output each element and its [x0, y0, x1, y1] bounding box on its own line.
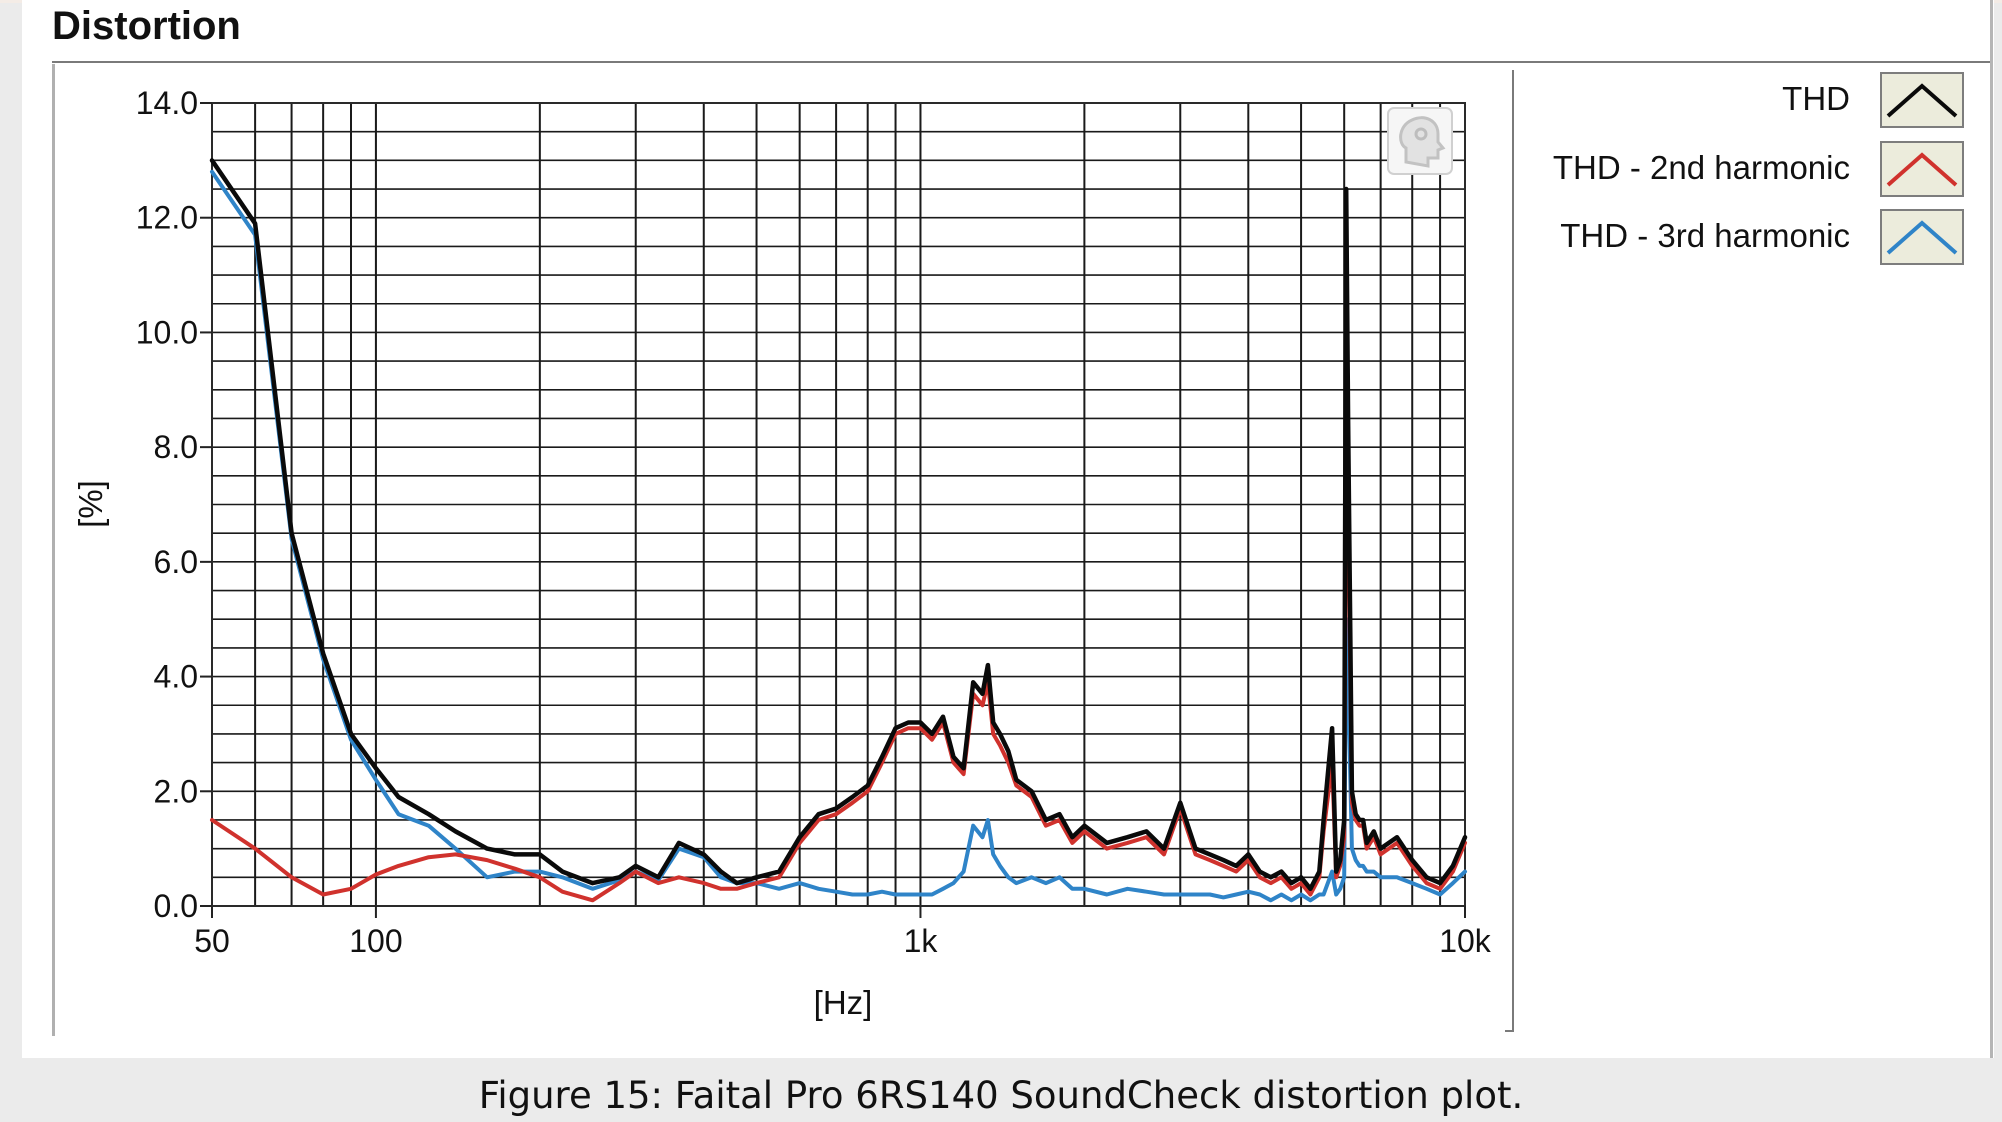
- distortion-chart: 0.0 2.0 4.0 6.0 8.0 10.0 12.0 14.0 50 100 1k 10k [H…: [72, 85, 1492, 1021]
- legend-separator-tick: [1505, 1030, 1514, 1032]
- legend-swatch-3rd-harmonic[interactable]: [1880, 209, 1964, 265]
- legend-label-2nd-harmonic: THD - 2nd harmonic: [1552, 149, 1850, 186]
- x-tick-label: 10k: [1439, 923, 1492, 959]
- line-glyph-icon: [1886, 152, 1958, 187]
- panel-frame-right: [1990, 0, 1993, 1058]
- y-tick-label: 10.0: [136, 314, 198, 350]
- y-tick-label: 6.0: [154, 544, 198, 580]
- legend-item-thd[interactable]: THD: [1530, 72, 1970, 132]
- series-line-thd: [209, 158, 1468, 892]
- y-tick-label: 2.0: [154, 773, 198, 809]
- y-tick-label: 14.0: [136, 85, 198, 121]
- series-line-2nd-harmonic: [210, 387, 1467, 903]
- y-tick-label: 8.0: [154, 429, 198, 465]
- title-divider: [52, 61, 1992, 63]
- y-axis-label: [%]: [72, 480, 109, 528]
- x-axis-label: [Hz]: [814, 984, 873, 1021]
- tick-labels: 0.0 2.0 4.0 6.0 8.0 10.0 12.0 14.0 50 100 1k 10k: [136, 85, 1492, 959]
- line-glyph-icon: [1886, 83, 1958, 118]
- legend-label-3rd-harmonic: THD - 3rd harmonic: [1560, 217, 1850, 254]
- legend-label-thd: THD: [1782, 80, 1850, 117]
- x-tick-label: 1k: [904, 923, 939, 959]
- legend-item-3rd-harmonic[interactable]: THD - 3rd harmonic: [1530, 209, 1970, 269]
- legend-item-2nd-harmonic[interactable]: THD - 2nd harmonic: [1530, 141, 1970, 201]
- speaker-head-icon[interactable]: [1387, 107, 1453, 175]
- legend-swatch-2nd-harmonic[interactable]: [1880, 141, 1964, 197]
- y-tick-label: 4.0: [154, 659, 198, 695]
- axis-ticks: [200, 102, 1466, 918]
- x-tick-label: 100: [349, 923, 402, 959]
- panel-title: Distortion: [52, 4, 241, 48]
- major-gridlines: [211, 102, 1465, 907]
- x-tick-label: 50: [194, 923, 230, 959]
- series-layer: [209, 158, 1468, 903]
- legend-separator: [1512, 70, 1514, 1032]
- panel-frame-left: [52, 64, 55, 1036]
- legend-swatch-thd[interactable]: [1880, 72, 1964, 128]
- figure-caption: Figure 15: Faital Pro 6RS140 SoundCheck …: [478, 1074, 1524, 1117]
- line-glyph-icon: [1886, 220, 1958, 255]
- y-tick-label: 12.0: [136, 200, 198, 236]
- y-tick-label: 0.0: [154, 888, 198, 924]
- plot-area-frame: [211, 102, 1466, 907]
